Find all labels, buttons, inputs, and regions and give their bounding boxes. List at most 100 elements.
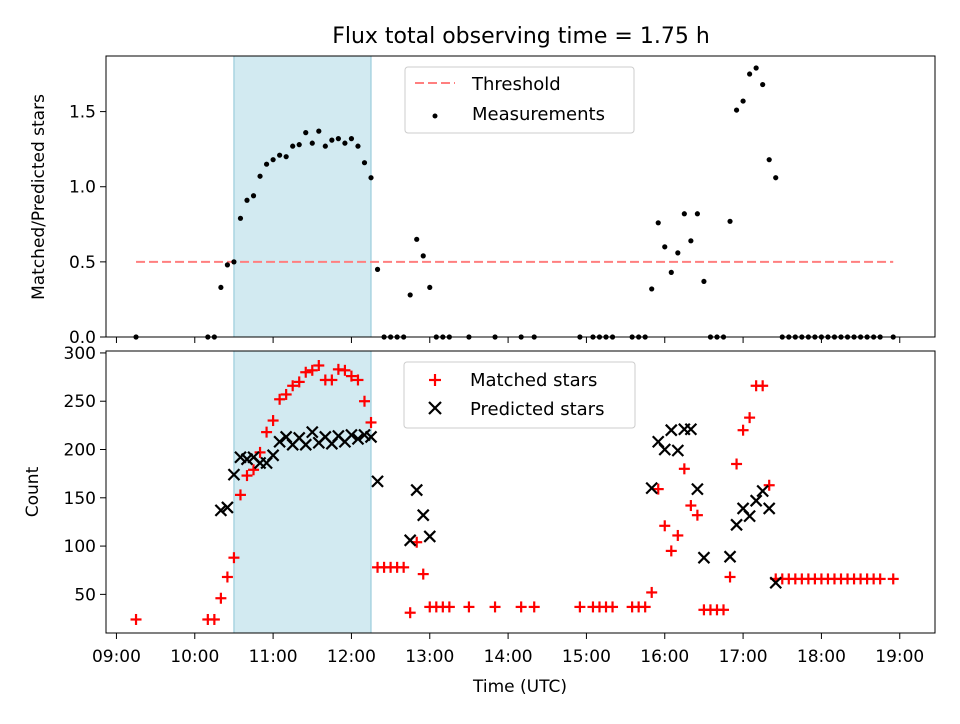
measurement-point (407, 292, 413, 298)
matched-star-point (287, 380, 299, 392)
legend-predicted-label: Predicted stars (470, 399, 604, 420)
matched-star-point (208, 613, 220, 625)
measurement-point (322, 143, 328, 149)
measurement-points (133, 65, 896, 340)
count-y-tick-label: 150 (64, 489, 96, 509)
matched-star-point (672, 529, 684, 541)
x-b (769, 576, 783, 590)
x-b (364, 430, 378, 444)
x-b (279, 430, 293, 444)
predicted-star-point (749, 494, 763, 507)
predicted-star-point (371, 475, 384, 488)
matched-star-point (241, 470, 253, 482)
matched-star-point (261, 426, 273, 438)
count-y-tick-label: 50 (74, 585, 96, 605)
matched-star-point (607, 601, 619, 613)
count-plot-frame (105, 350, 936, 634)
x-b (371, 475, 384, 488)
x-tick-label: 11:00 (249, 647, 298, 667)
x-b (351, 432, 365, 446)
matched-star-point (130, 613, 142, 625)
matched-star-point (659, 520, 671, 532)
measurement-point (290, 143, 296, 149)
ratio-y-label: Matched/Predicted stars (29, 94, 49, 300)
predicted-points (214, 422, 783, 590)
ratio-panel: 0.0 0.5 1.0 1.5 Matched/Predicted stars Thr… (29, 55, 936, 348)
matched-star-point (665, 545, 677, 557)
measurement-point (675, 250, 681, 256)
measurement-point (303, 130, 309, 136)
x-b (358, 428, 371, 442)
x-b (332, 429, 345, 443)
matched-star-point (339, 364, 351, 376)
measurement-point (420, 253, 426, 259)
measurement-point (662, 244, 668, 250)
measurement-point (747, 71, 753, 77)
matched-star-point (685, 500, 697, 512)
x-b (273, 435, 286, 449)
measurement-point (740, 98, 746, 104)
x-b (684, 422, 698, 436)
predicted-star-point (416, 508, 430, 522)
matched-points (130, 359, 899, 625)
predicted-star-point (691, 482, 704, 496)
count-shaded-span (233, 350, 372, 634)
matched-star-point (731, 458, 743, 470)
predicted-star-point (743, 509, 756, 523)
x-b (423, 530, 437, 543)
x-tick-label: 16:00 (640, 647, 689, 667)
matched-star-point (248, 464, 260, 476)
x-b (749, 494, 763, 507)
predicted-star-point (697, 551, 711, 564)
count-legend-box (403, 361, 636, 429)
matched-star-point (221, 571, 233, 583)
predicted-star-point (351, 432, 365, 446)
measurement-point (244, 197, 250, 203)
ratio-y-axis: 0.0 0.5 1.0 1.5 (69, 103, 106, 348)
matched-star-point (646, 586, 658, 598)
x-b (266, 449, 280, 462)
matched-star-point (234, 489, 246, 501)
matched-star-point (639, 601, 651, 613)
count-x-axis: 09:00 10:00 11:00 12:00 13:00 14:00 15:00 16:00… (92, 633, 924, 667)
ratio-x-axis (115, 337, 901, 343)
x-b (743, 509, 756, 523)
measurement-point (766, 157, 772, 163)
ratio-y-tick-label: 0.0 (69, 328, 96, 348)
legend-measurement-swatch (432, 113, 438, 119)
matched-star-point (267, 415, 279, 427)
measurement-point (368, 175, 374, 181)
matched-star-point (280, 388, 292, 400)
x-tick-label: 09:00 (92, 647, 141, 667)
x-b (697, 551, 711, 564)
x-b (214, 504, 228, 517)
count-y-tick-label: 300 (64, 344, 96, 364)
measurement-point (727, 218, 733, 224)
x-b (221, 501, 234, 514)
ratio-y-tick-label: 1.0 (69, 178, 96, 198)
measurement-point (760, 81, 766, 88)
ratio-legend-box (404, 66, 635, 134)
predicted-star-point (665, 423, 678, 437)
measurement-point (733, 107, 740, 113)
predicted-star-point (762, 502, 776, 515)
predicted-star-point (266, 449, 280, 462)
predicted-star-point (221, 501, 234, 514)
count-y-label: Count (23, 466, 43, 517)
predicted-star-point (273, 435, 286, 449)
x-tick-label: 13:00 (405, 647, 454, 667)
measurement-point (668, 269, 674, 275)
measurement-point (649, 286, 655, 292)
chart-title: Flux total observing time = 1.75 h (332, 24, 710, 49)
count-y-tick-label: 250 (64, 392, 96, 412)
measurement-point (257, 173, 263, 179)
matched-star-point (887, 573, 899, 585)
measurement-point (231, 259, 237, 265)
measurement-point (329, 137, 335, 143)
predicted-star-point (403, 534, 417, 547)
x-b (319, 430, 332, 444)
predicted-star-point (227, 468, 241, 481)
x-b (665, 423, 678, 437)
x-b (645, 481, 658, 495)
